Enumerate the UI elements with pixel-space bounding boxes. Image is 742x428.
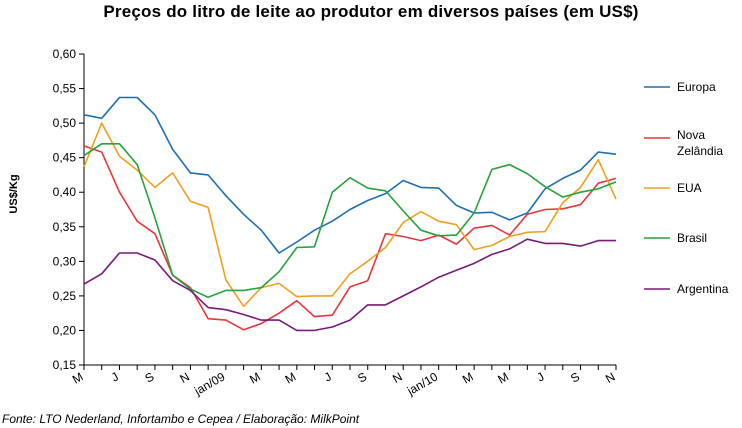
- chart-title: Preços do litro de leite ao produtor em …: [103, 2, 639, 21]
- legend-label-nova-zelandia: Nova: [677, 128, 705, 142]
- y-tick-label: 0,30: [53, 254, 77, 268]
- x-tick-label: jan/10: [404, 369, 440, 398]
- y-tick-label: 0,35: [53, 220, 77, 234]
- legend-label-brasil: Brasil: [677, 231, 707, 245]
- x-tick-label: M: [460, 369, 476, 386]
- source-note: Fonte: LTO Nederland, Infortambo e Cepea…: [2, 412, 360, 426]
- x-tick-label: J: [322, 369, 334, 384]
- x-tick-label: N: [390, 369, 405, 385]
- y-tick-label: 0,55: [53, 82, 77, 96]
- series-line-brasil: [83, 143, 617, 299]
- series-line-europa: [83, 96, 617, 254]
- x-tick-label: N: [177, 369, 192, 385]
- x-tick-label: M: [247, 369, 263, 386]
- y-tick-label: 0,20: [53, 323, 77, 337]
- y-tick-label: 0,50: [53, 116, 77, 130]
- series-line-eua: [83, 122, 617, 308]
- y-tick-label: 0,60: [53, 47, 77, 61]
- series-line-nova-zelandia: [83, 145, 617, 331]
- x-tick-label: J: [109, 369, 121, 384]
- y-tick-label: 0,45: [53, 151, 77, 165]
- y-tick-label: 0,15: [53, 358, 77, 372]
- x-tick-label: M: [70, 369, 86, 386]
- y-tick-label: 0,25: [53, 289, 77, 303]
- x-tick-label: J: [534, 369, 546, 384]
- legend-label-europa: Europa: [677, 80, 716, 94]
- legend-label-nova-zelandia-line2: Zelândia: [677, 144, 723, 158]
- legend-label-argentina: Argentina: [677, 282, 729, 296]
- x-tick-label: S: [568, 369, 582, 385]
- y-tick-label: 0,40: [53, 185, 77, 199]
- x-tick-label: M: [283, 369, 299, 386]
- x-tick-label: M: [495, 369, 511, 386]
- x-tick-label: S: [355, 369, 369, 385]
- x-tick-label: N: [603, 369, 618, 385]
- x-tick-label: jan/09: [191, 369, 227, 398]
- legend-label-eua: EUA: [677, 181, 702, 195]
- series-line-argentina: [83, 238, 616, 332]
- chart-plot-area: 0,15 0,20 0,25 0,30 0,35 0,40 0,45 0,50 0,55 0,60…: [53, 47, 729, 398]
- x-tick-label: S: [142, 369, 156, 385]
